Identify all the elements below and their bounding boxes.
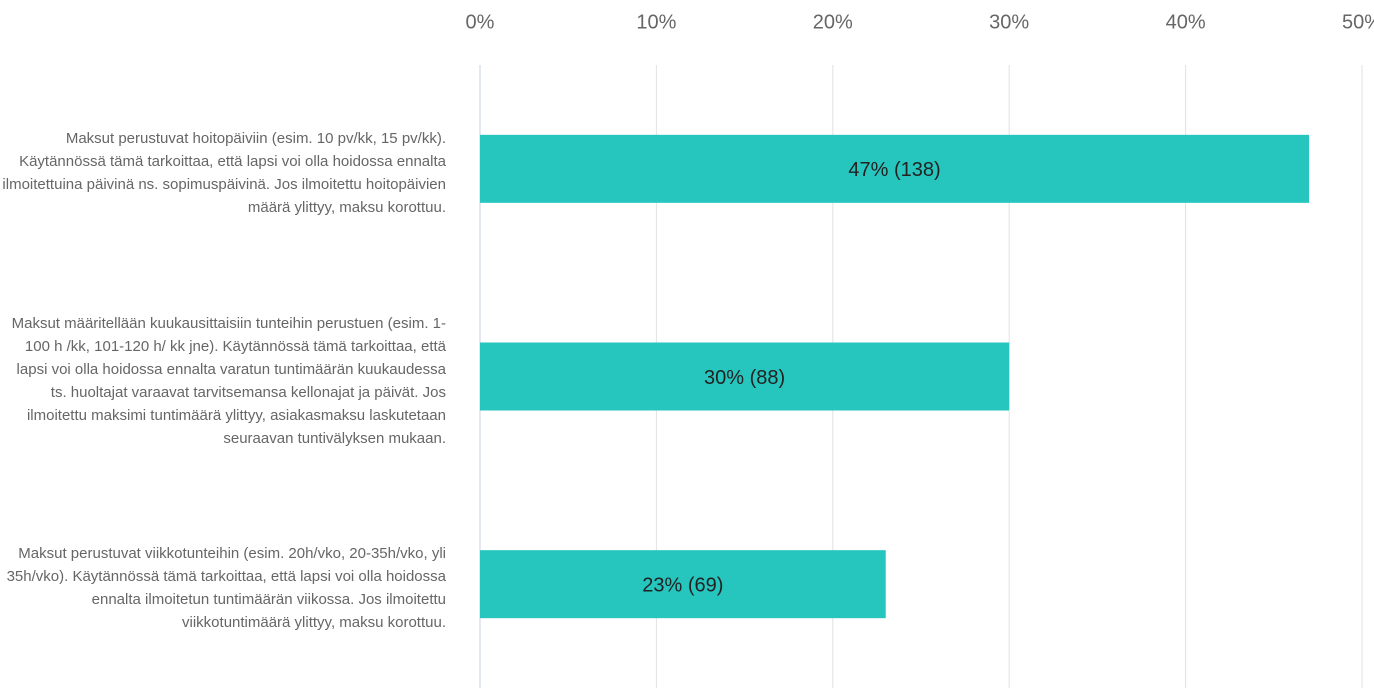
y-tick-label: Maksut määritellään kuukausittaisiin tun… (11, 314, 446, 447)
x-tick-label: 10% (636, 11, 676, 33)
data-label: 23% (69) (642, 574, 723, 596)
data-label: 47% (138) (848, 159, 940, 181)
x-tick-label: 0% (466, 11, 495, 33)
x-tick-label: 30% (989, 11, 1029, 33)
x-tick-label: 50% (1342, 11, 1374, 33)
y-tick-label: Maksut perustuvat hoitopäiviin (esim. 10… (2, 129, 446, 216)
x-tick-label: 40% (1166, 11, 1206, 33)
y-tick-label: Maksut perustuvat viikkotunteihin (esim.… (6, 545, 446, 632)
data-label: 30% (88) (704, 367, 785, 389)
bar (480, 134, 1310, 203)
bar (480, 342, 1010, 411)
x-tick-label: 20% (813, 11, 853, 33)
bar (480, 550, 886, 619)
